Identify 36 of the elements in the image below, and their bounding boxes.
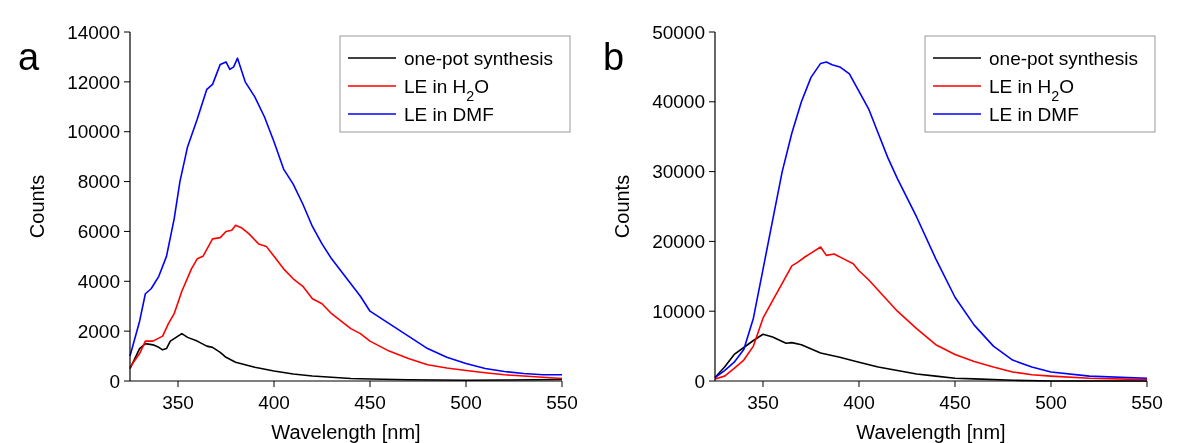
text: b — [603, 36, 625, 78]
y-tick-label: 0 — [694, 370, 705, 392]
legend-label: LE in H$_{2}$O — [404, 75, 490, 104]
x-tick-label: 350 — [747, 392, 779, 413]
y-tick-label: 2000 — [77, 320, 120, 342]
y-tick-label: 8000 — [77, 171, 120, 193]
legend-label: LE in DMF — [404, 103, 494, 125]
y-axis-title: Counts — [26, 174, 48, 239]
y-tick-label: 30000 — [652, 161, 705, 183]
y-tick-label: 10000 — [652, 300, 705, 322]
text: a — [18, 36, 40, 78]
legend-label: one-pot synthesis — [404, 47, 553, 69]
x-tick-label: 500 — [1035, 392, 1067, 413]
x-tick-label: 350 — [162, 392, 194, 413]
x-axis-title: Wavelength [nm] — [856, 421, 1006, 443]
x-tick-label: 450 — [354, 392, 386, 413]
y-tick-label: 4000 — [77, 270, 120, 292]
x-tick-label: 550 — [1131, 392, 1163, 413]
x-tick-label: 450 — [939, 392, 971, 413]
y-axis-title: Counts — [611, 174, 633, 239]
y-tick-label: 6000 — [77, 221, 120, 243]
legend-label: one-pot synthesis — [989, 47, 1138, 69]
x-tick-label: 500 — [450, 392, 482, 413]
legend-label: LE in DMF — [989, 103, 1079, 125]
legend-label: LE in H$_{2}$O — [989, 75, 1075, 104]
x-tick-label: 400 — [843, 392, 875, 413]
y-tick-label: 14000 — [67, 21, 120, 43]
y-tick-label: 40000 — [652, 91, 705, 113]
y-tick-label: 0 — [109, 370, 120, 392]
x-tick-label: 400 — [258, 392, 290, 413]
y-tick-label: 10000 — [67, 121, 120, 143]
x-axis-title: Wavelength [nm] — [271, 421, 421, 443]
y-tick-label: 12000 — [67, 71, 120, 93]
x-tick-label: 550 — [546, 392, 578, 413]
y-tick-label: 50000 — [652, 21, 705, 43]
y-tick-label: 20000 — [652, 231, 705, 253]
